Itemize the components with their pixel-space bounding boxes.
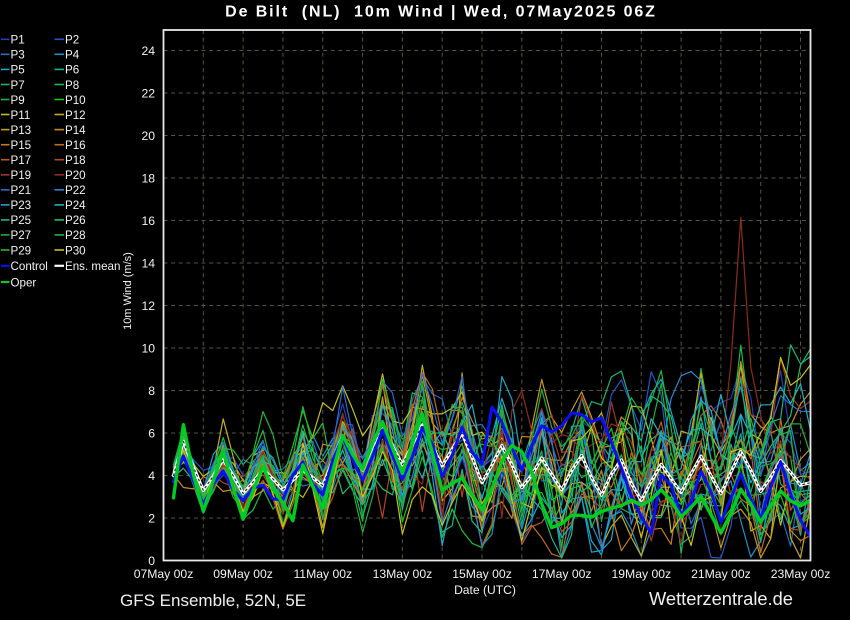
svg-text:10: 10 <box>141 341 155 355</box>
svg-text:P1: P1 <box>11 34 25 47</box>
svg-text:Date (UTC): Date (UTC) <box>454 583 516 597</box>
svg-text:14: 14 <box>141 256 155 270</box>
svg-text:GFS Ensemble, 52N, 5E: GFS Ensemble, 52N, 5E <box>120 591 306 610</box>
svg-text:P7: P7 <box>11 79 25 92</box>
svg-text:16: 16 <box>141 214 155 228</box>
svg-text:09May 00z: 09May 00z <box>213 567 273 581</box>
svg-text:P22: P22 <box>65 184 86 197</box>
svg-text:20: 20 <box>141 129 155 143</box>
svg-text:2: 2 <box>148 511 155 525</box>
svg-text:21May 00z: 21May 00z <box>691 567 751 581</box>
svg-text:23May 00z: 23May 00z <box>771 567 831 581</box>
svg-text:07May 00z: 07May 00z <box>134 567 194 581</box>
svg-text:Oper: Oper <box>11 276 37 289</box>
svg-text:11May 00z: 11May 00z <box>293 567 352 581</box>
svg-text:P30: P30 <box>65 244 86 257</box>
svg-text:0: 0 <box>148 554 155 568</box>
svg-text:P23: P23 <box>11 199 32 212</box>
svg-text:18: 18 <box>141 171 155 185</box>
svg-text:P28: P28 <box>65 229 86 242</box>
svg-text:P24: P24 <box>65 199 86 212</box>
svg-text:P10: P10 <box>65 94 86 107</box>
svg-text:P6: P6 <box>65 64 79 77</box>
svg-text:Wetterzentrale.de: Wetterzentrale.de <box>649 588 793 609</box>
svg-text:P2: P2 <box>65 34 79 47</box>
svg-text:P14: P14 <box>65 124 86 137</box>
svg-text:12: 12 <box>141 299 155 313</box>
svg-text:P9: P9 <box>11 94 25 107</box>
svg-text:P8: P8 <box>65 79 79 92</box>
svg-text:P29: P29 <box>11 244 32 257</box>
svg-text:Control: Control <box>11 260 48 273</box>
svg-text:P4: P4 <box>65 49 80 62</box>
svg-text:13May 00z: 13May 00z <box>373 567 433 581</box>
svg-text:19May 00z: 19May 00z <box>611 567 671 581</box>
svg-text:P25: P25 <box>11 214 32 227</box>
svg-text:24: 24 <box>141 44 155 58</box>
svg-text:Ens. mean: Ens. mean <box>65 260 120 273</box>
svg-text:P15: P15 <box>11 139 32 152</box>
svg-text:17May 00z: 17May 00z <box>532 567 592 581</box>
svg-text:De Bilt (NL) 10m Wind | Wed,: De Bilt (NL) 10m Wind | Wed, 07May2025 0… <box>225 4 657 21</box>
svg-text:P17: P17 <box>11 154 32 167</box>
svg-text:P26: P26 <box>65 214 86 227</box>
svg-text:P21: P21 <box>11 184 32 197</box>
svg-text:P18: P18 <box>65 154 86 167</box>
svg-text:15May 00z: 15May 00z <box>452 567 512 581</box>
svg-text:P11: P11 <box>11 109 31 122</box>
svg-text:22: 22 <box>141 86 155 100</box>
svg-text:10m Wind (m/s): 10m Wind (m/s) <box>122 252 134 330</box>
svg-text:P19: P19 <box>11 169 32 182</box>
svg-text:6: 6 <box>148 426 155 440</box>
svg-text:P20: P20 <box>65 169 86 182</box>
svg-text:P16: P16 <box>65 139 86 152</box>
svg-text:4: 4 <box>148 469 155 483</box>
svg-text:P12: P12 <box>65 109 86 122</box>
svg-text:P3: P3 <box>11 49 25 62</box>
svg-text:8: 8 <box>148 384 155 398</box>
svg-text:P13: P13 <box>11 124 32 137</box>
svg-text:P27: P27 <box>11 229 32 242</box>
svg-text:P5: P5 <box>11 64 25 77</box>
